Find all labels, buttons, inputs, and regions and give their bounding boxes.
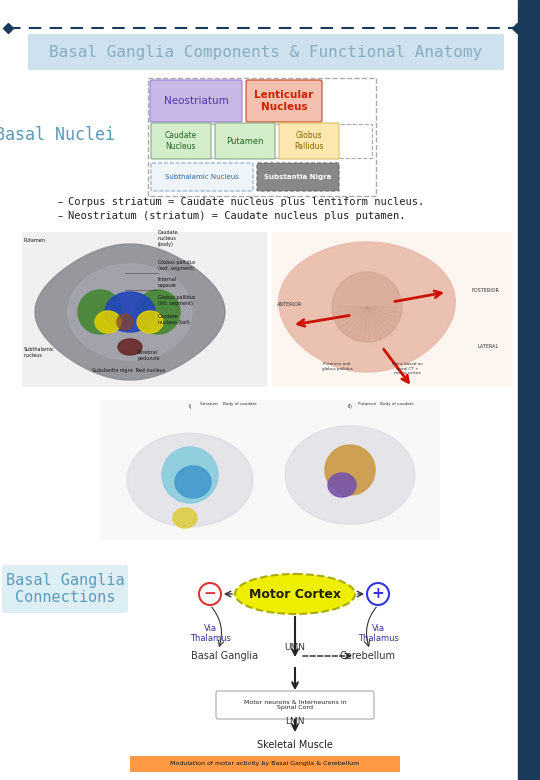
Polygon shape	[117, 314, 133, 330]
FancyBboxPatch shape	[216, 691, 374, 719]
Circle shape	[367, 583, 389, 605]
FancyBboxPatch shape	[246, 80, 322, 122]
Polygon shape	[173, 508, 197, 528]
FancyBboxPatch shape	[257, 163, 339, 191]
Bar	[272, 232, 512, 387]
FancyBboxPatch shape	[215, 123, 275, 159]
Text: –: –	[57, 211, 63, 221]
Text: Motor Cortex: Motor Cortex	[249, 587, 341, 601]
Text: Internal
capsule: Internal capsule	[158, 277, 177, 288]
Text: Neostriatum: Neostriatum	[164, 96, 228, 106]
Text: Globus
Pallidus: Globus Pallidus	[294, 131, 324, 151]
Text: Basal Ganglia Components & Functional Anatomy: Basal Ganglia Components & Functional An…	[50, 44, 483, 59]
Text: Lenticular
Nucleus: Lenticular Nucleus	[254, 90, 314, 112]
Text: −: −	[204, 587, 217, 601]
Ellipse shape	[235, 574, 355, 614]
Text: Substantia Nigra: Substantia Nigra	[265, 174, 332, 180]
Polygon shape	[35, 244, 225, 380]
Text: Subthalamic Nucleus: Subthalamic Nucleus	[165, 174, 239, 180]
Text: LMN: LMN	[285, 718, 305, 726]
Text: Cerebral
peduncle: Cerebral peduncle	[137, 350, 159, 361]
Text: Putamen: Putamen	[226, 136, 264, 146]
Text: Modulation of motor activity by Basal Ganglia & Cerebellum: Modulation of motor activity by Basal Ga…	[171, 761, 360, 767]
FancyBboxPatch shape	[28, 34, 504, 70]
Polygon shape	[279, 242, 455, 372]
Text: Putamen   Body of caudate: Putamen Body of caudate	[358, 402, 414, 406]
Text: Skeletal Muscle: Skeletal Muscle	[257, 740, 333, 750]
Polygon shape	[136, 290, 180, 334]
Bar	[22, 232, 267, 387]
Text: Caudate
nucleus (tail): Caudate nucleus (tail)	[158, 314, 190, 325]
Bar	[130, 756, 400, 772]
Polygon shape	[162, 447, 218, 503]
Polygon shape	[152, 124, 372, 158]
Text: Corpus striatum = Caudate nucleus plus lentiform nucleus.: Corpus striatum = Caudate nucleus plus l…	[68, 197, 424, 207]
Polygon shape	[68, 264, 192, 360]
Text: Basal Ganglia
Connections: Basal Ganglia Connections	[6, 573, 124, 605]
Text: I): I)	[188, 404, 192, 409]
Text: Globus pallidus
(ext. segment): Globus pallidus (ext. segment)	[158, 261, 195, 271]
Polygon shape	[127, 433, 253, 526]
FancyBboxPatch shape	[150, 80, 242, 122]
FancyBboxPatch shape	[279, 123, 339, 159]
Bar	[148, 78, 376, 196]
Text: Via
Thalamus: Via Thalamus	[357, 624, 399, 643]
Polygon shape	[105, 292, 155, 332]
Text: –: –	[57, 197, 63, 207]
Text: Basal Nuclei: Basal Nuclei	[0, 126, 115, 144]
Text: POSTERIOR: POSTERIOR	[472, 288, 500, 292]
Text: Via
Thalamus: Via Thalamus	[190, 624, 231, 643]
Text: UMN: UMN	[285, 644, 306, 653]
Text: ANTERIOR: ANTERIOR	[277, 302, 302, 307]
Text: Basal Ganglia: Basal Ganglia	[192, 651, 259, 661]
Text: Subthalamic
nucleus: Subthalamic nucleus	[24, 347, 55, 358]
Polygon shape	[332, 272, 402, 342]
Text: Substantia nigra  Red nucleus: Substantia nigra Red nucleus	[92, 368, 165, 373]
Polygon shape	[325, 445, 375, 495]
Polygon shape	[95, 311, 121, 333]
Text: Putamen: Putamen	[24, 238, 46, 243]
Polygon shape	[175, 466, 211, 498]
Text: Motor neurons & Interneurons in
Spinal Cord: Motor neurons & Interneurons in Spinal C…	[244, 700, 346, 711]
FancyBboxPatch shape	[151, 123, 211, 159]
Text: Putamen and
globus pallidus: Putamen and globus pallidus	[322, 362, 353, 370]
Text: Plans based on
spiral CT +
motor cortex: Plans based on spiral CT + motor cortex	[392, 362, 422, 375]
Text: Caudate
Nucleus: Caudate Nucleus	[165, 131, 197, 151]
Bar	[518, 0, 540, 780]
Polygon shape	[118, 339, 142, 355]
Text: Striatum    Body of caudate: Striatum Body of caudate	[200, 402, 256, 406]
Text: +: +	[372, 587, 384, 601]
Polygon shape	[285, 426, 415, 524]
Text: Caudate
nucleus
(body): Caudate nucleus (body)	[158, 230, 179, 247]
Circle shape	[199, 583, 221, 605]
Polygon shape	[328, 473, 356, 497]
Text: LATERAL: LATERAL	[477, 345, 498, 349]
Text: Cerebellum: Cerebellum	[340, 651, 396, 661]
FancyBboxPatch shape	[2, 565, 128, 613]
Text: Globus pallidus
(int. segment): Globus pallidus (int. segment)	[158, 295, 195, 306]
Bar	[100, 400, 440, 540]
Text: II): II)	[348, 404, 353, 409]
Polygon shape	[78, 290, 122, 334]
Polygon shape	[137, 311, 163, 333]
Text: Neostriatum (striatum) = Caudate nucleus plus putamen.: Neostriatum (striatum) = Caudate nucleus…	[68, 211, 406, 221]
FancyBboxPatch shape	[151, 163, 253, 191]
